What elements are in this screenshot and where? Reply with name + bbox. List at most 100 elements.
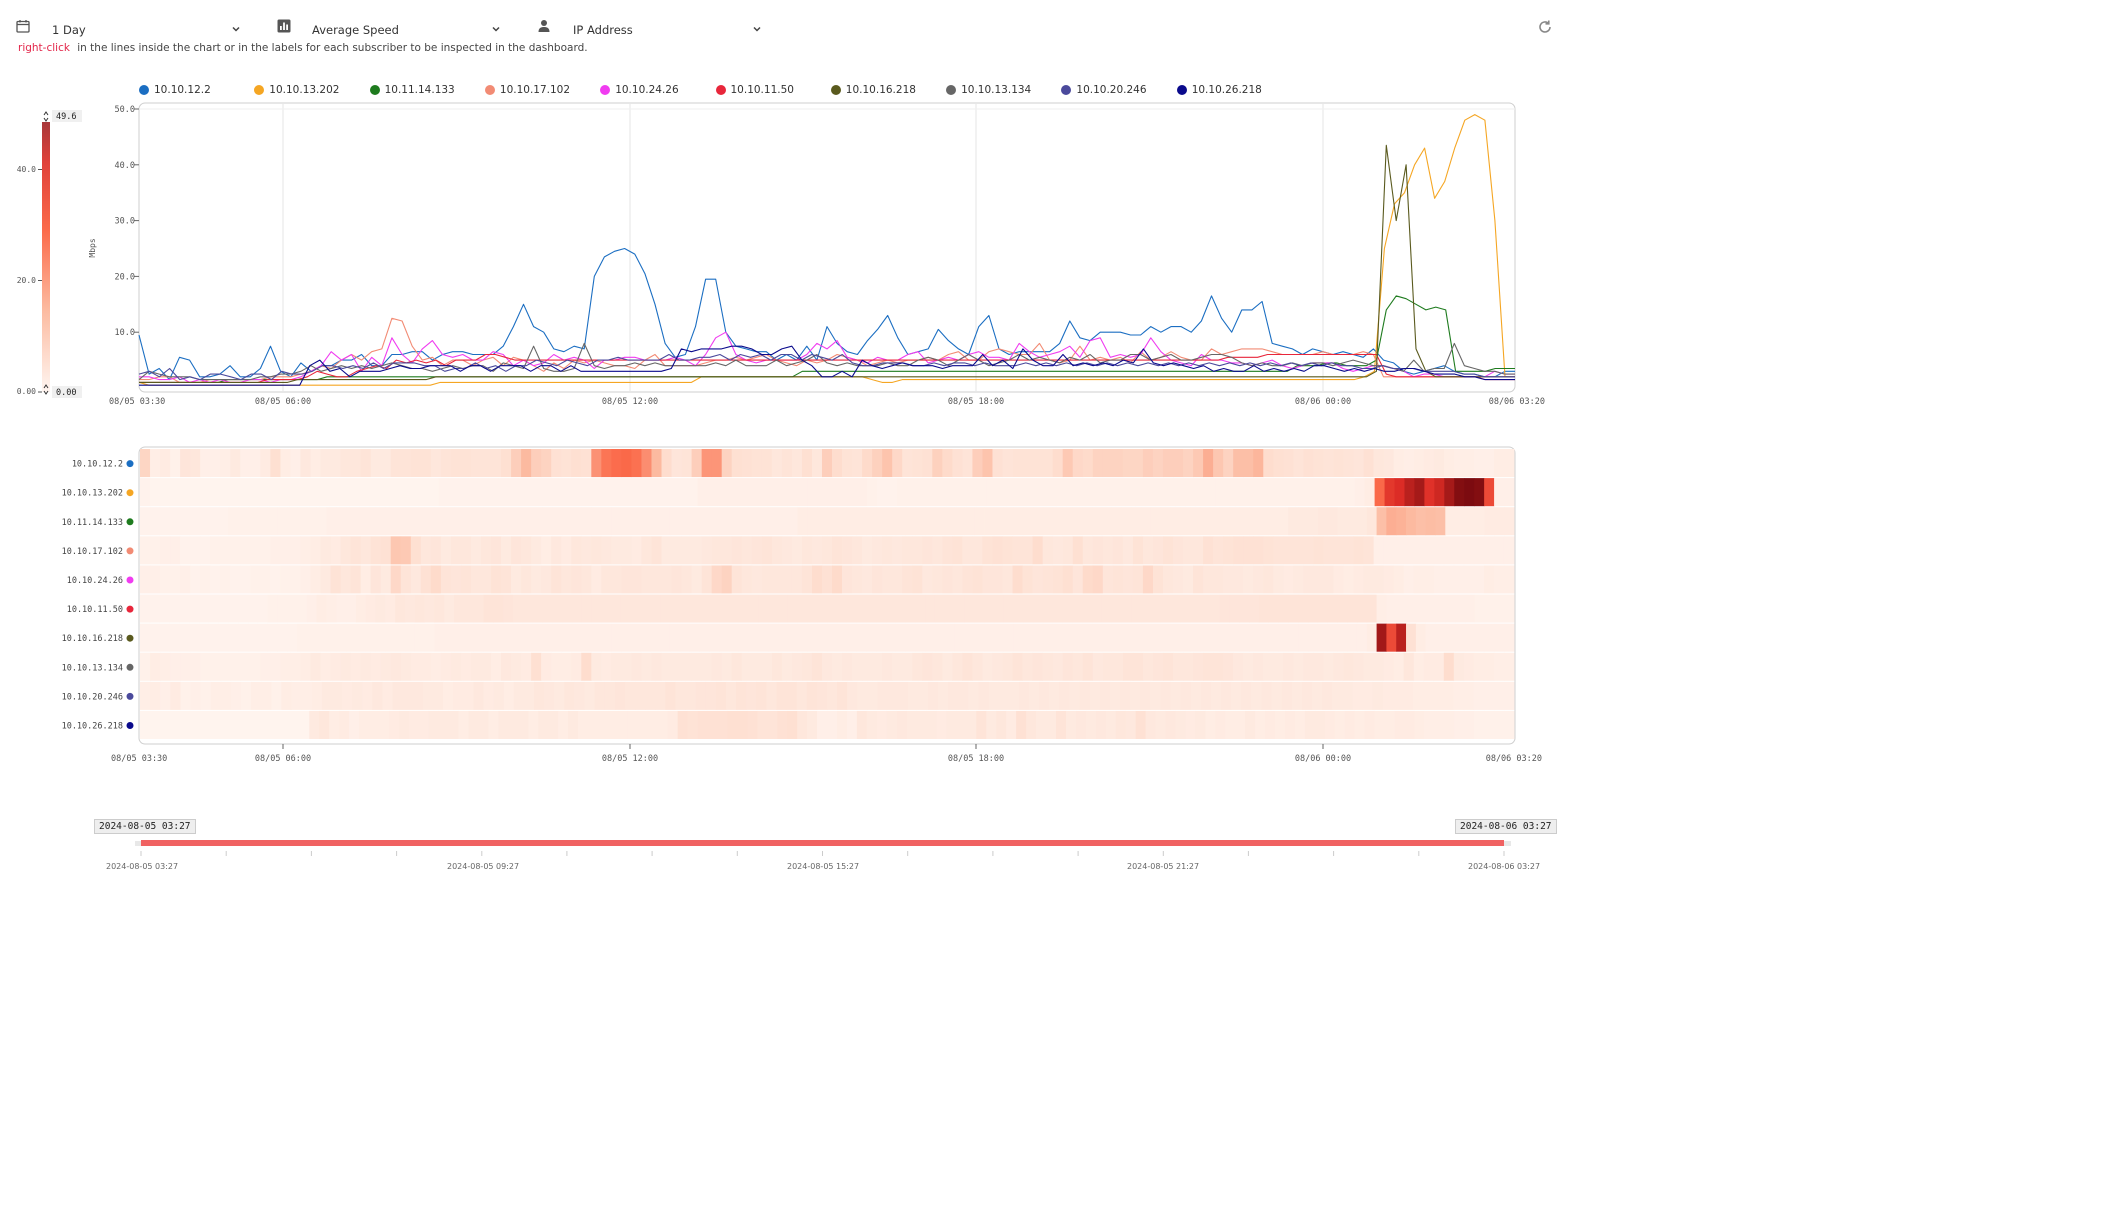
heatmap-cell[interactable]: [1275, 710, 1286, 739]
heatmap-cell[interactable]: [1376, 594, 1387, 623]
heatmap-cell[interactable]: [846, 507, 857, 536]
heatmap-cell[interactable]: [1412, 681, 1424, 710]
heatmap-cell[interactable]: [651, 449, 662, 478]
heatmap-cell[interactable]: [1372, 681, 1384, 710]
heatmap-cell[interactable]: [289, 710, 300, 739]
heatmap-cell[interactable]: [1253, 652, 1264, 681]
heatmap-cell[interactable]: [1065, 478, 1077, 507]
heatmap-cell[interactable]: [1445, 507, 1456, 536]
heatmap-cell[interactable]: [280, 565, 291, 594]
heatmap-cell[interactable]: [1111, 594, 1122, 623]
heatmap-cell[interactable]: [1101, 507, 1113, 536]
heatmap-cell[interactable]: [1253, 565, 1264, 594]
heatmap-cell[interactable]: [1233, 652, 1244, 681]
heatmap-cell[interactable]: [1122, 536, 1134, 565]
heatmap-cell[interactable]: [370, 565, 382, 594]
heatmap-cell[interactable]: [538, 710, 549, 739]
heatmap-cell[interactable]: [503, 507, 514, 536]
line-chart[interactable]: 10.0 20.0 30.0 40.0 50.0 08/05 03:30 08/05 06…: [100, 96, 1560, 416]
heatmap-cell[interactable]: [1435, 623, 1446, 652]
heatmap-cell[interactable]: [1102, 565, 1114, 594]
heatmap-cell[interactable]: [1493, 449, 1505, 478]
heatmap-cell[interactable]: [956, 478, 967, 507]
heatmap-cell[interactable]: [1062, 594, 1073, 623]
heatmap-cell[interactable]: [1273, 449, 1284, 478]
heatmap-cell[interactable]: [1322, 681, 1333, 710]
heatmap-cell[interactable]: [218, 623, 229, 652]
heatmap-cell[interactable]: [450, 449, 462, 478]
heatmap-cell[interactable]: [558, 710, 569, 739]
heatmap-cell[interactable]: [1026, 478, 1037, 507]
heatmap-cell[interactable]: [149, 478, 161, 507]
heatmap-cell[interactable]: [218, 507, 229, 536]
heatmap-cell[interactable]: [766, 681, 777, 710]
heatmap-cell[interactable]: [330, 536, 341, 565]
heatmap-cell[interactable]: [1112, 449, 1124, 478]
heatmap-cell[interactable]: [876, 710, 888, 739]
heatmap-cell[interactable]: [219, 710, 231, 739]
heatmap-cell[interactable]: [1294, 710, 1306, 739]
heatmap-cell[interactable]: [491, 652, 502, 681]
heatmap-cell[interactable]: [1404, 710, 1415, 739]
heatmap-cell[interactable]: [488, 710, 499, 739]
heatmap-cell[interactable]: [938, 681, 949, 710]
heatmap-cell[interactable]: [1323, 652, 1334, 681]
heatmap-cell[interactable]: [370, 652, 382, 681]
heatmap-cell[interactable]: [400, 565, 412, 594]
heatmap-cell[interactable]: [190, 652, 201, 681]
heatmap-cell[interactable]: [748, 507, 759, 536]
heatmap-cell[interactable]: [1303, 449, 1314, 478]
heatmap-cell[interactable]: [584, 681, 596, 710]
heatmap-cell[interactable]: [787, 623, 798, 652]
heatmap-cell[interactable]: [1115, 710, 1127, 739]
heatmap-cell[interactable]: [1504, 710, 1515, 739]
heatmap-cell[interactable]: [915, 623, 926, 652]
heatmap-cell[interactable]: [797, 623, 808, 652]
series-line[interactable]: [139, 331, 1515, 383]
heatmap-cell[interactable]: [675, 681, 686, 710]
heatmap-cell[interactable]: [691, 449, 703, 478]
heatmap-cell[interactable]: [1033, 594, 1044, 623]
heatmap-cell[interactable]: [280, 652, 291, 681]
heatmap-cell[interactable]: [1225, 478, 1236, 507]
heatmap-cell[interactable]: [827, 507, 838, 536]
heatmap-cell[interactable]: [1503, 652, 1515, 681]
heatmap-cell[interactable]: [1383, 565, 1395, 594]
heatmap-cell[interactable]: [872, 652, 883, 681]
heatmap-cell[interactable]: [777, 710, 788, 739]
heatmap-cell[interactable]: [230, 681, 242, 710]
heatmap-cell[interactable]: [1454, 478, 1465, 507]
heatmap-cell[interactable]: [410, 449, 422, 478]
heatmap-cell[interactable]: [1111, 507, 1122, 536]
heatmap-cell[interactable]: [488, 478, 499, 507]
heatmap-cell[interactable]: [1221, 681, 1232, 710]
heatmap-cell[interactable]: [326, 507, 337, 536]
heatmap-cell[interactable]: [697, 710, 708, 739]
heatmap-cell[interactable]: [1275, 478, 1286, 507]
heatmap-cell[interactable]: [170, 536, 181, 565]
heatmap-cell[interactable]: [140, 594, 151, 623]
heatmap-cell[interactable]: [1313, 536, 1324, 565]
heatmap-cell[interactable]: [887, 681, 899, 710]
legend-item[interactable]: 10.10.24.26: [600, 84, 679, 96]
heatmap-cell[interactable]: [817, 507, 828, 536]
heatmap-cell[interactable]: [478, 478, 489, 507]
heatmap-cell[interactable]: [761, 449, 773, 478]
heatmap-cell[interactable]: [350, 449, 362, 478]
heatmap-cell[interactable]: [448, 710, 460, 739]
heatmap-cell[interactable]: [827, 478, 838, 507]
heatmap-cell[interactable]: [1091, 507, 1103, 536]
heatmap-cell[interactable]: [721, 565, 733, 594]
heatmap-cell[interactable]: [1075, 710, 1087, 739]
period-select[interactable]: 1 Day: [45, 14, 245, 40]
heatmap-cell[interactable]: [1199, 507, 1211, 536]
heatmap-cell[interactable]: [1443, 449, 1455, 478]
heatmap-cell[interactable]: [430, 652, 442, 681]
heatmap-cell[interactable]: [430, 449, 442, 478]
heatmap-cell[interactable]: [661, 449, 672, 478]
heatmap-cell[interactable]: [1288, 623, 1299, 652]
heatmap-cell[interactable]: [872, 565, 883, 594]
legend-item[interactable]: 10.10.26.218: [1176, 84, 1262, 96]
heatmap-cell[interactable]: [607, 478, 619, 507]
heatmap-cell[interactable]: [309, 710, 320, 739]
